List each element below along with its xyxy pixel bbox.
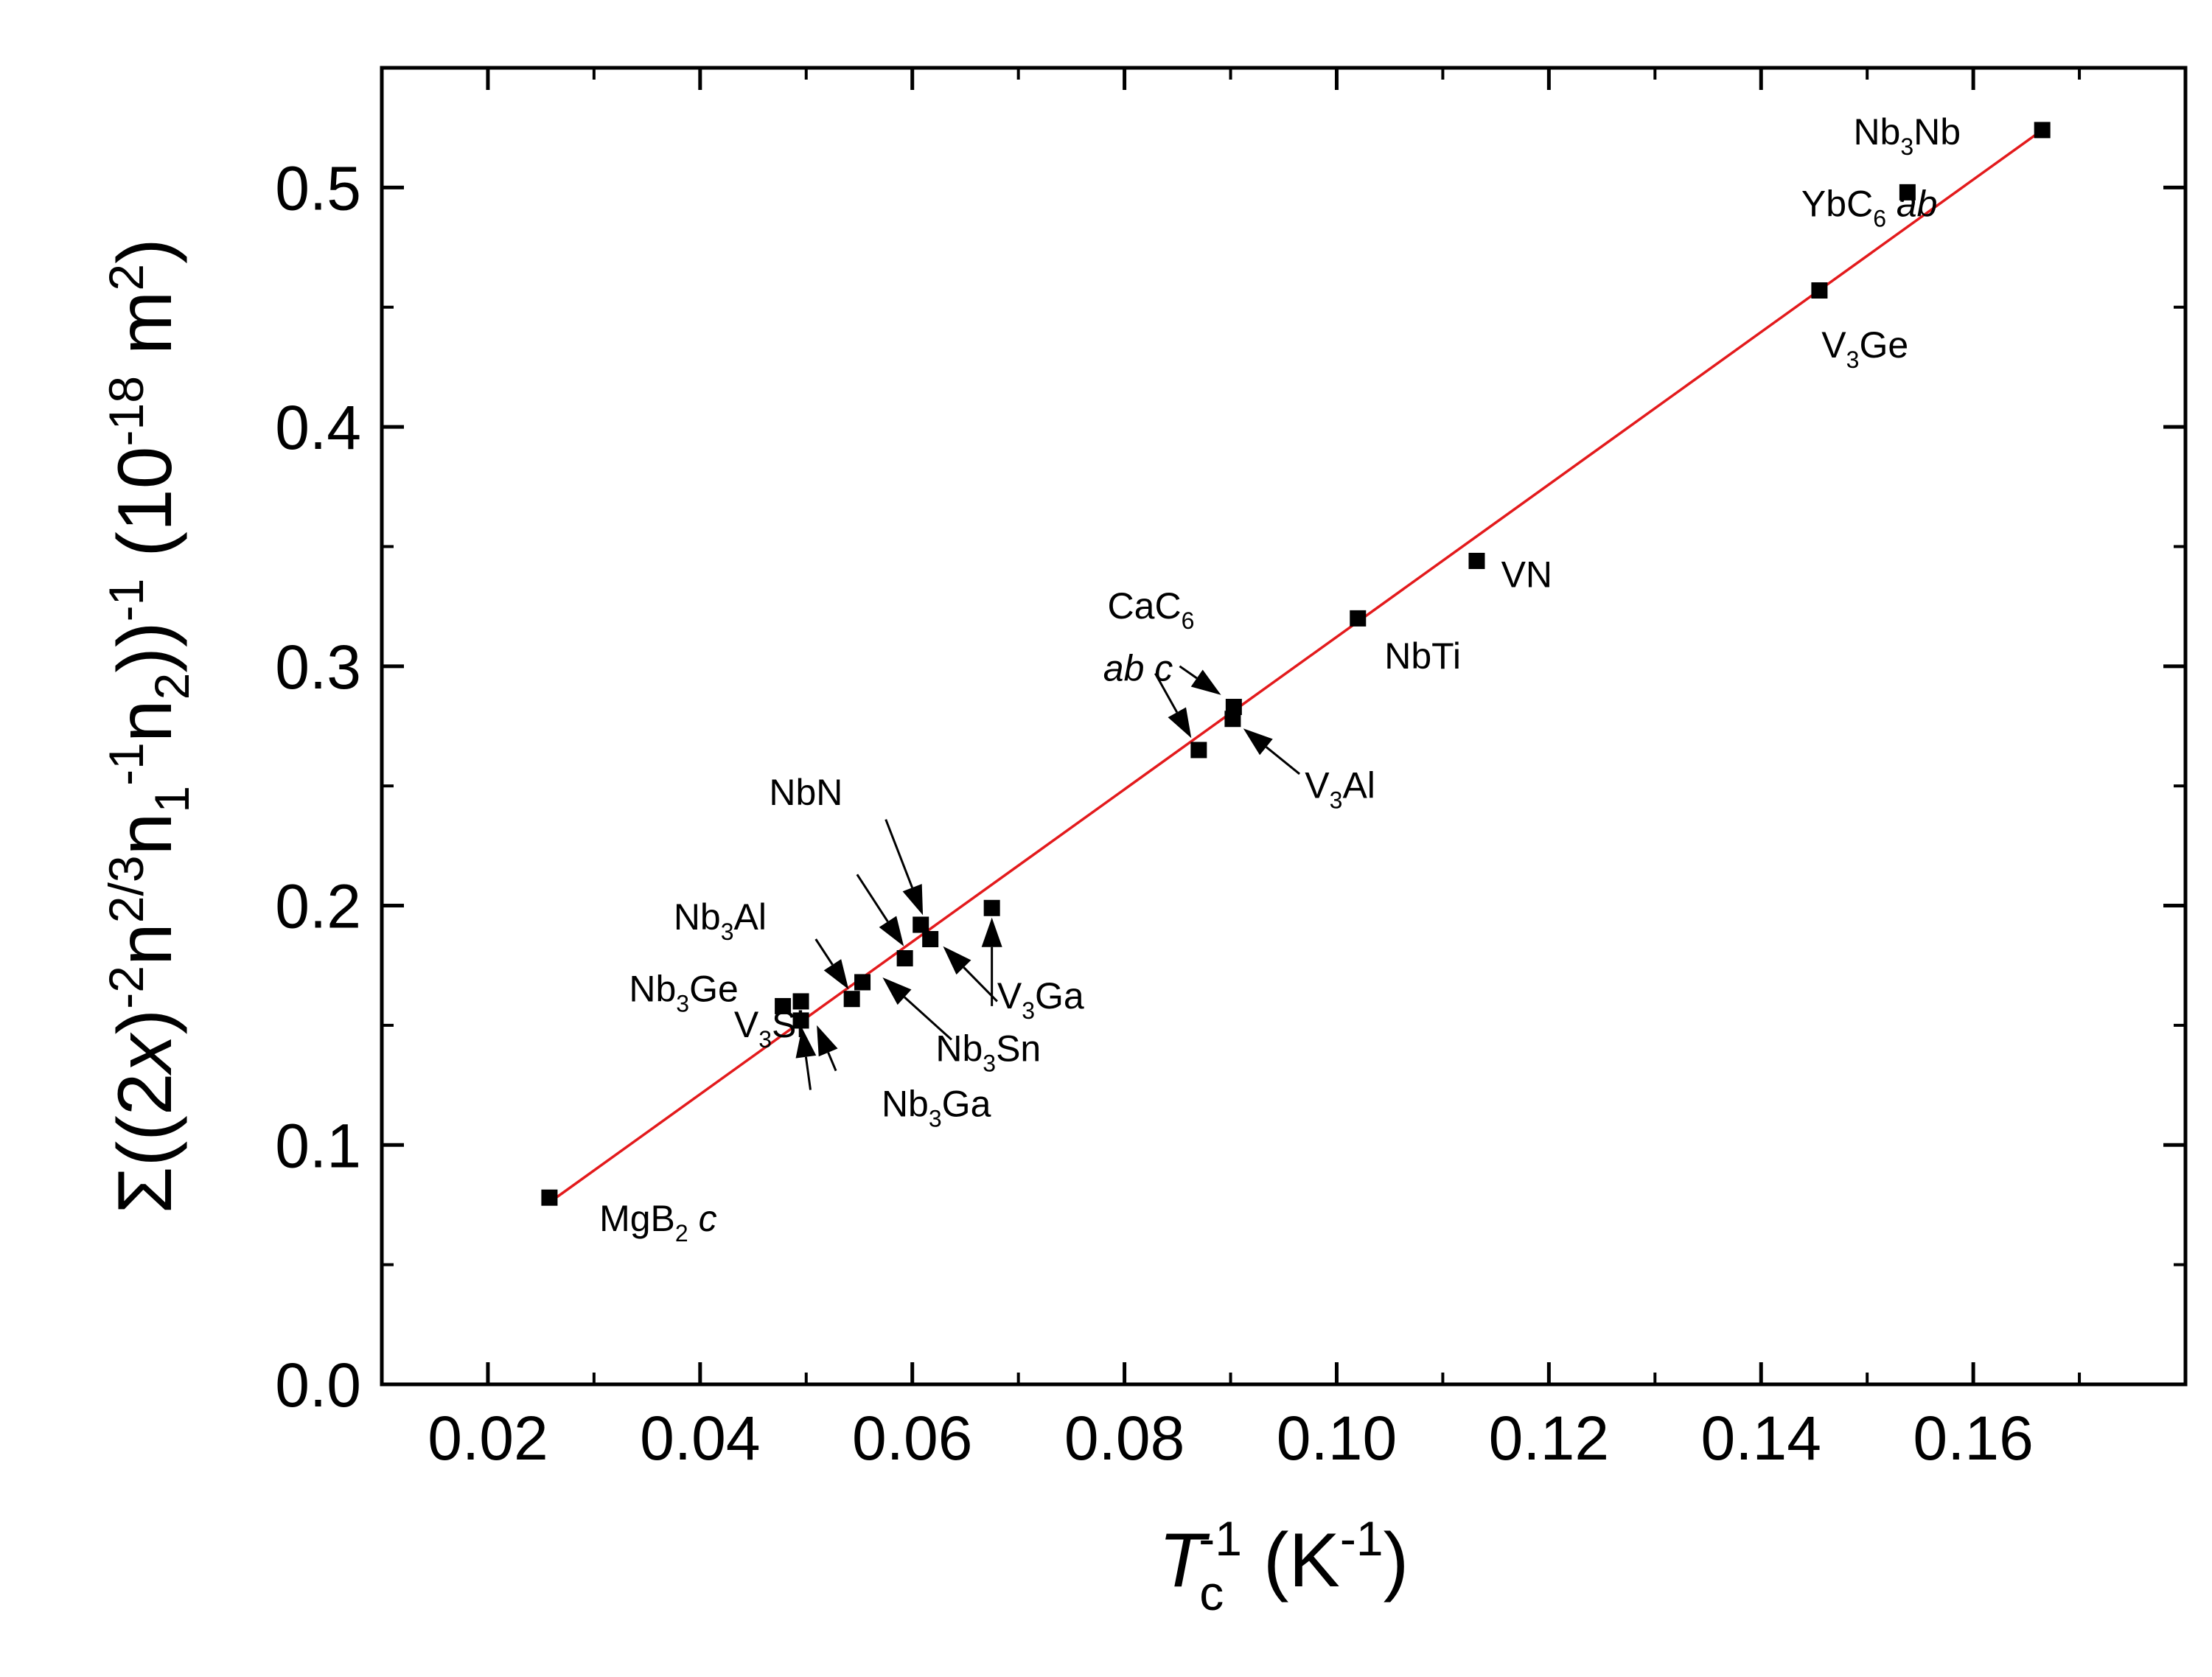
data-point [1899, 184, 1916, 201]
annotation-arrow-shaft [827, 1052, 837, 1072]
point-label: VN [1501, 554, 1552, 596]
data-point [1468, 552, 1485, 569]
point-label: NbTi [1384, 635, 1461, 677]
x-axis-title-unit-superscript: -1 [1340, 1511, 1384, 1566]
x-tick-label: 0.14 [1700, 1404, 1821, 1473]
annotation-arrow-shaft [1265, 746, 1301, 775]
y-tick-label: 0.0 [275, 1350, 361, 1420]
annotation-arrow-head [882, 977, 912, 1005]
x-tick-label: 0.02 [428, 1404, 548, 1473]
point-label: V3Ga [997, 975, 1084, 1024]
data-point [792, 993, 809, 1010]
point-label: YbC6 ab [1801, 183, 1938, 231]
point-label: V3Al [1305, 764, 1375, 813]
point-label: Nb3Nb [1853, 111, 1961, 160]
x-axis-title-subscript: c [1199, 1566, 1224, 1620]
data-point [792, 1012, 809, 1029]
y-tick-label: 0.3 [275, 632, 361, 702]
data-point [983, 899, 1000, 916]
data-point [2034, 122, 2051, 139]
plot-area-frame [380, 66, 2188, 1387]
data-point [1190, 742, 1207, 759]
point-label: CaC6 [1108, 585, 1195, 634]
point-label: V3Si [734, 1004, 805, 1053]
annotation-arrow-head [1243, 728, 1273, 756]
annotation-arrow-head [823, 959, 849, 990]
annotation-arrow-shaft [1154, 672, 1179, 714]
x-axis-title-main: T [1159, 1518, 1210, 1603]
x-axis-title-superscript: -1 [1199, 1511, 1242, 1566]
data-point [1350, 610, 1367, 627]
x-axis-title-unit-close: ) [1384, 1518, 1409, 1603]
point-label: Nb3Ge [629, 968, 738, 1017]
data-point [913, 916, 929, 933]
data-point [922, 931, 939, 948]
data-point [843, 991, 860, 1008]
point-label: V3Ge [1821, 324, 1908, 373]
x-tick-label: 0.10 [1277, 1404, 1398, 1473]
data-point [775, 997, 792, 1014]
annotation-arrow-head [902, 884, 924, 916]
point-label: MgB2 c [599, 1198, 717, 1247]
annotation-arrow-shaft [804, 1056, 812, 1090]
point-label: Nb3Ga [882, 1083, 991, 1132]
x-tick-label: 0.16 [1913, 1404, 2034, 1473]
x-tick-label: 0.12 [1489, 1404, 1610, 1473]
annotation-arrow-shaft [885, 819, 914, 888]
y-axis-title: Σ((2x)-2n2/3n1-1n2))-1 (10-18 m2) [99, 238, 199, 1214]
y-tick-label: 0.2 [275, 872, 361, 941]
annotation-arrow-head [1168, 707, 1192, 739]
data-point [854, 974, 871, 991]
y-tick-label: 0.1 [275, 1111, 361, 1180]
data-point [1811, 282, 1828, 299]
x-tick-label: 0.08 [1064, 1404, 1185, 1473]
data-point [896, 949, 913, 966]
annotation-arrow-head [795, 1028, 817, 1059]
annotation-arrow-head [943, 946, 971, 975]
y-tick-label: 0.5 [275, 153, 361, 223]
annotation-arrow-head [817, 1025, 838, 1057]
annotation-arrow-shaft [814, 938, 834, 966]
annotation-arrow-head [981, 917, 1002, 947]
x-axis-title-unit: (K [1242, 1518, 1340, 1603]
annotation-arrow-head [1190, 669, 1221, 695]
x-tick-label: 0.04 [640, 1404, 761, 1473]
x-tick-label: 0.06 [852, 1404, 973, 1473]
annotation-arrow-shaft [1179, 665, 1198, 680]
annotation-arrow-shaft [904, 996, 952, 1041]
x-axis-title: Tc-1 (K-1) [1159, 1511, 1409, 1620]
point-label: ab c [1103, 647, 1173, 688]
annotation-arrow-head [879, 916, 904, 946]
data-point [1224, 711, 1241, 728]
point-label: NbN [769, 772, 842, 813]
data-point [541, 1189, 558, 1206]
annotation-arrow-shaft [856, 874, 889, 923]
y-tick-label: 0.4 [275, 393, 361, 462]
point-label: Nb3Sn [935, 1028, 1041, 1077]
point-label: Nb3Al [674, 896, 767, 945]
